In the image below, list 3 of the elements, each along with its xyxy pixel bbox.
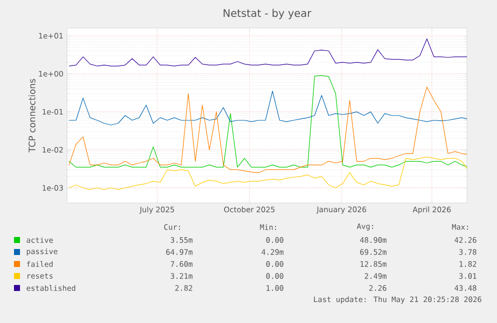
chart-title: Netstat - by year: [224, 8, 312, 20]
y-axis-title: TCP connections: [28, 79, 36, 152]
line-series: [68, 156, 467, 190]
